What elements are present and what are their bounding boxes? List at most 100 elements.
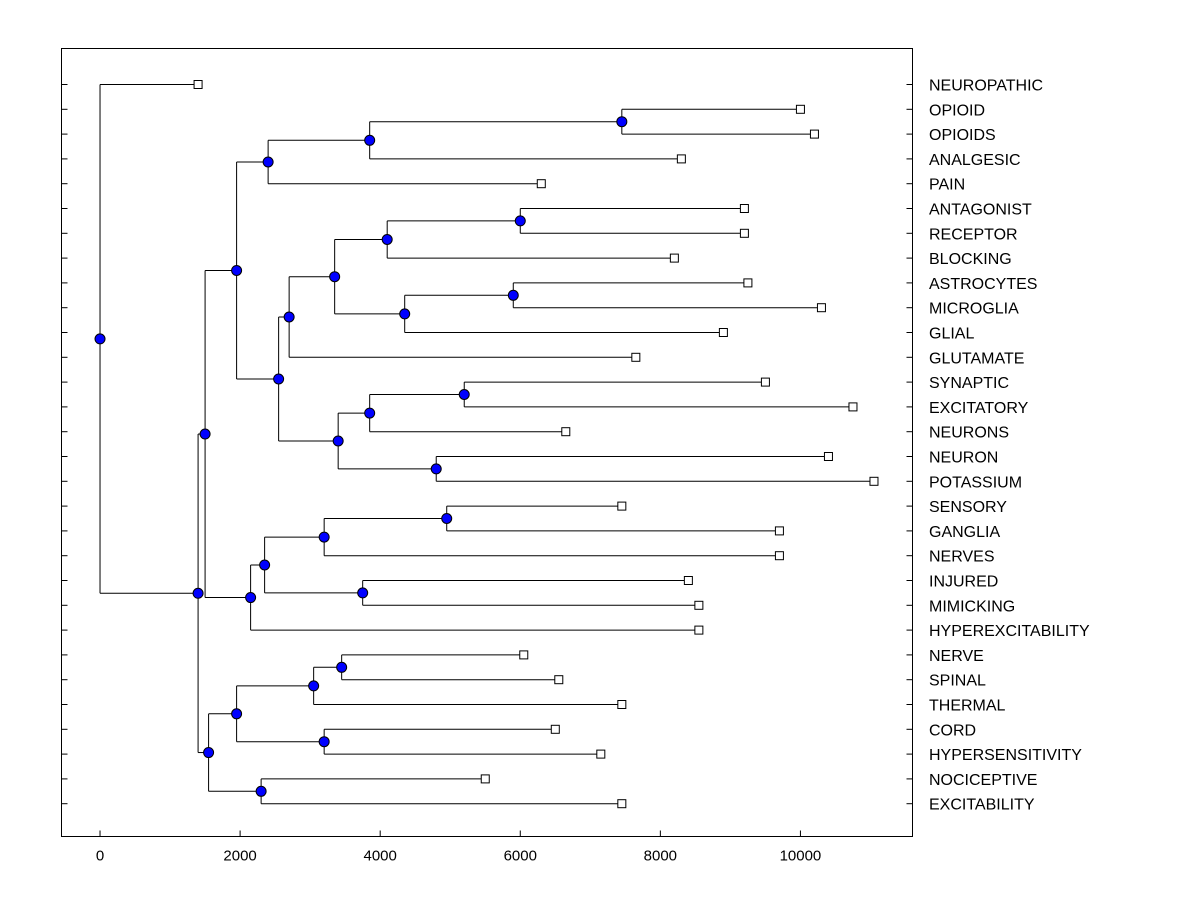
merge-node [458,389,470,400]
merge-node [231,265,243,276]
x-tick-label: 0 [96,848,104,865]
leaf-label-potassium: POTASSIUM [929,474,1022,491]
leaf-marker-neuron [823,452,833,461]
merge-node [273,373,285,385]
leaf-label-receptor: RECEPTOR [929,226,1018,243]
leaf-marker-opioid [795,104,805,114]
x-tick-label: 10000 [780,848,822,865]
merge-node [430,463,442,475]
merge-node [94,333,106,345]
leaf-markers [193,80,879,809]
merge-node [318,531,330,543]
leaf-marker-neurons [561,427,571,437]
merge-node [308,680,320,692]
leaf-marker-glutamate [631,352,641,362]
leaf-marker-ganglia [774,526,784,536]
leaf-label-excitability: EXCITABILITY [929,797,1035,814]
leaf-label-sensory: SENSORY [929,499,1007,516]
leaf-marker-glial [718,328,728,337]
leaf-marker-spinal [554,675,564,685]
leaf-label-pain: PAIN [929,177,965,194]
leaf-label-opioids: OPIOIDS [929,127,996,144]
merge-node-markers [94,116,628,797]
merge-node [262,156,274,168]
x-tick-label: 4000 [363,848,396,865]
leaf-marker-microglia [816,303,826,313]
merge-node [231,708,243,720]
x-tick-label: 8000 [644,848,677,865]
leaf-marker-excitability [617,799,627,809]
merge-node [336,661,348,673]
merge-node [203,747,215,759]
merge-node [329,271,341,283]
leaf-marker-mimicking [694,600,704,610]
merge-node [399,308,411,320]
leaf-marker-synaptic [760,377,770,387]
leaf-label-spinal: SPINAL [929,673,986,690]
leaf-marker-opioids [809,129,819,139]
merge-node [283,311,295,323]
leaf-labels: NEUROPATHIC OPIOID OPIOIDS ANALGESIC PAIN ANT… [929,78,1090,814]
leaf-marker-blocking [669,253,679,263]
leaf-marker-nociceptive [480,774,490,784]
leaf-label-glutamate: GLUTAMATE [929,350,1024,367]
leaf-marker-cord [550,724,560,734]
merge-node [507,289,519,301]
leaf-marker-astrocytes [743,278,753,288]
right-tick-marks [906,84,913,805]
leaf-marker-potassium [869,476,879,486]
leaf-label-injured: INJURED [929,574,998,591]
leaf-label-glial: GLIAL [929,326,974,343]
leaf-label-synaptic: SYNAPTIC [929,375,1009,392]
plot-frame [61,48,913,837]
merge-node [255,785,267,797]
leaf-marker-neuropathic [193,80,203,89]
merge-node [616,116,628,128]
leaf-label-blocking: BLOCKING [929,251,1012,268]
leaf-marker-injured [683,576,693,585]
merge-node [259,559,271,571]
leaf-label-thermal: THERMAL [929,698,1006,715]
x-tick-label: 6000 [504,848,537,865]
leaf-label-microglia: MICROGLIA [929,301,1019,318]
merge-node [318,736,330,748]
leaf-label-excitatory: EXCITATORY [929,400,1029,417]
leaf-label-nerve: NERVE [929,648,984,665]
leaf-label-nerves: NERVES [929,549,995,566]
merge-node [245,592,257,604]
leaf-marker-thermal [617,700,627,709]
x-tick-label: 2000 [223,848,256,865]
leaf-marker-excitatory [848,402,858,412]
leaf-marker-nerve [519,650,529,660]
leaf-marker-pain [536,179,546,189]
leaf-label-neuropathic: NEUROPATHIC [929,78,1043,95]
leaf-label-cord: CORD [929,722,976,739]
leaf-label-hypersensitivity: HYPERSENSITIVITY [929,747,1082,764]
leaf-label-mimicking: MIMICKING [929,598,1015,615]
merge-node [192,587,204,599]
leaf-marker-hypersensitivity [596,749,606,759]
merge-node [381,234,393,245]
leaf-label-ganglia: GANGLIA [929,524,1000,541]
merge-node [514,215,526,227]
leaf-marker-analgesic [676,154,686,164]
leaf-label-nociceptive: NOCICEPTIVE [929,772,1037,789]
merge-node [199,428,211,440]
left-tick-marks [61,84,68,805]
leaf-marker-receptor [739,228,749,238]
leaf-label-opioid: OPIOID [929,102,985,119]
merge-node [332,435,344,447]
leaf-marker-antagonist [739,204,749,213]
leaf-label-neuron: NEURON [929,450,998,467]
merge-node [364,407,376,419]
leaf-label-astrocytes: ASTROCYTES [929,276,1037,293]
leaf-marker-hyperexcitability [694,625,704,635]
leaf-marker-nerves [774,551,784,561]
merge-node [357,587,369,599]
merge-node [441,513,453,524]
leaf-label-analgesic: ANALGESIC [929,152,1021,169]
leaf-marker-sensory [617,501,627,511]
x-axis: 0 2000 4000 6000 8000 10000 [96,830,822,865]
merge-node [364,134,376,146]
